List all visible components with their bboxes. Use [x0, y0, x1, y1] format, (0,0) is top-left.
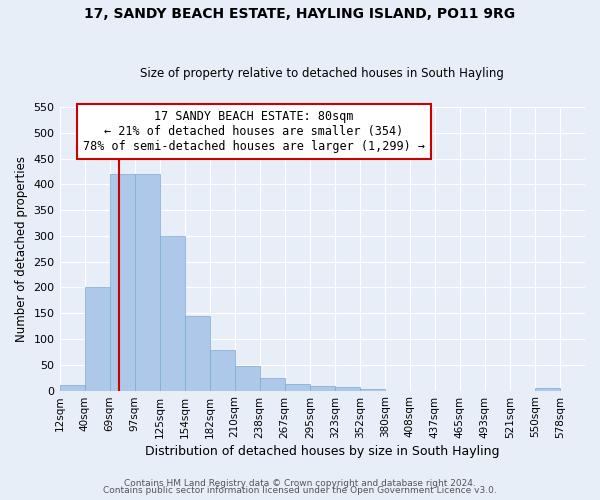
Bar — [134, 174, 160, 390]
Bar — [285, 384, 310, 390]
Bar — [360, 388, 385, 390]
Text: Contains public sector information licensed under the Open Government Licence v3: Contains public sector information licen… — [103, 486, 497, 495]
Text: 17 SANDY BEACH ESTATE: 80sqm
← 21% of detached houses are smaller (354)
78% of s: 17 SANDY BEACH ESTATE: 80sqm ← 21% of de… — [83, 110, 425, 153]
Bar — [310, 386, 335, 390]
Text: 17, SANDY BEACH ESTATE, HAYLING ISLAND, PO11 9RG: 17, SANDY BEACH ESTATE, HAYLING ISLAND, … — [85, 8, 515, 22]
Y-axis label: Number of detached properties: Number of detached properties — [15, 156, 28, 342]
Text: Contains HM Land Registry data © Crown copyright and database right 2024.: Contains HM Land Registry data © Crown c… — [124, 478, 476, 488]
Bar — [260, 378, 285, 390]
X-axis label: Distribution of detached houses by size in South Hayling: Distribution of detached houses by size … — [145, 444, 500, 458]
Bar — [209, 350, 235, 391]
Bar — [235, 366, 260, 390]
Bar — [185, 316, 209, 390]
Bar — [535, 388, 560, 390]
Bar — [160, 236, 185, 390]
Bar — [110, 174, 134, 390]
Bar — [335, 387, 360, 390]
Bar — [59, 386, 85, 390]
Title: Size of property relative to detached houses in South Hayling: Size of property relative to detached ho… — [140, 66, 504, 80]
Bar — [85, 288, 110, 391]
